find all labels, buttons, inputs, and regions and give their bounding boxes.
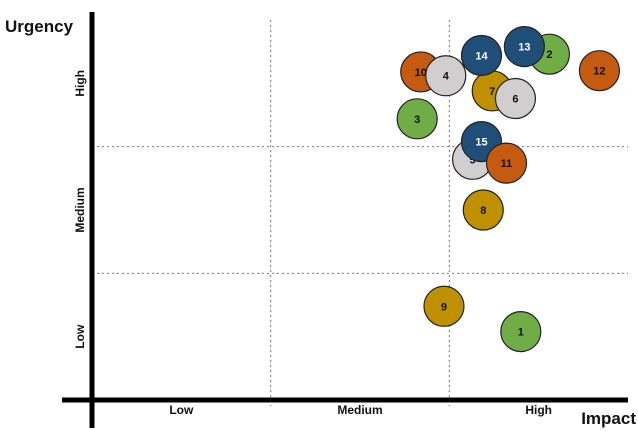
bubble-label-9: 9: [441, 301, 447, 313]
bubble-label-15: 15: [475, 137, 487, 149]
bubble-circle-14: [460, 34, 503, 77]
bubble-label-12: 12: [593, 66, 605, 78]
bubble-label-3: 3: [414, 114, 420, 126]
bubble-label-14: 14: [475, 50, 488, 62]
axes: [62, 12, 628, 428]
bubble-circle-8: [462, 189, 504, 231]
bubble-circle-9: [423, 285, 465, 327]
bubble-circle-3: [396, 98, 438, 140]
bubble-13: 13: [503, 25, 545, 68]
y-tick-label-medium: Medium: [73, 187, 87, 232]
x-tick-label-medium: Medium: [337, 403, 382, 417]
bubble-circle-1: [500, 311, 542, 353]
bubble-14: 14: [460, 34, 503, 77]
bubble-label-11: 11: [501, 158, 513, 170]
bubble-4: 4: [425, 55, 467, 97]
bubble-6: 6: [494, 77, 537, 120]
x-tick-label-high: High: [525, 403, 552, 417]
bubble-label-6: 6: [512, 94, 518, 106]
grid-lines: [92, 20, 628, 406]
x-axis-title: Impact: [581, 409, 636, 428]
bubble-label-5: 5: [469, 154, 475, 166]
bubble-circle-12: [578, 50, 621, 92]
bubble-circle-6: [494, 77, 537, 120]
bubble-11: 11: [485, 142, 528, 184]
bubble-9: 9: [423, 285, 465, 327]
y-tick-label-high: High: [73, 70, 87, 97]
tick-labels: Low Medium High Low Medium High: [73, 70, 552, 417]
bubble-circle-11: [485, 142, 528, 184]
bubble-circle-4: [425, 55, 467, 97]
bubble-12: 12: [578, 50, 621, 92]
bubble-label-1: 1: [518, 327, 524, 339]
bubble-label-8: 8: [480, 205, 486, 217]
y-axis-title: Urgency: [5, 17, 74, 36]
bubble-3: 3: [396, 98, 438, 140]
bubble-label-4: 4: [443, 71, 450, 83]
bubble-8: 8: [462, 189, 504, 231]
bubble-1: 1: [500, 311, 542, 353]
y-tick-label-low: Low: [73, 324, 87, 349]
bubble-label-2: 2: [546, 49, 552, 61]
bubble-label-10: 10: [415, 67, 427, 79]
bubble-label-13: 13: [518, 42, 530, 54]
bubble-label-7: 7: [489, 86, 495, 98]
x-tick-label-low: Low: [169, 403, 194, 417]
bubble-circle-13: [503, 25, 545, 68]
